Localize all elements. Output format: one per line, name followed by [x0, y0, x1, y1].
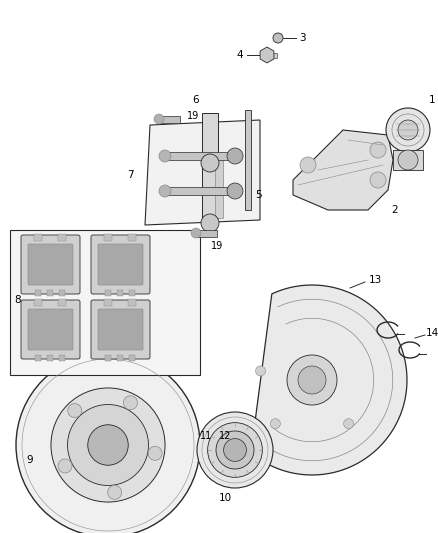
- Circle shape: [287, 355, 337, 405]
- Circle shape: [197, 412, 273, 488]
- Circle shape: [68, 403, 82, 417]
- Circle shape: [273, 33, 283, 43]
- Bar: [202, 153, 218, 218]
- Bar: [128, 234, 136, 241]
- Bar: [58, 299, 66, 306]
- Text: 19: 19: [187, 111, 199, 121]
- Circle shape: [16, 353, 200, 533]
- Text: 11: 11: [200, 431, 212, 441]
- Circle shape: [191, 228, 201, 238]
- Bar: [158, 116, 180, 123]
- Polygon shape: [260, 47, 274, 63]
- Circle shape: [159, 150, 171, 162]
- Circle shape: [216, 431, 254, 469]
- Circle shape: [201, 214, 219, 232]
- Circle shape: [344, 418, 353, 429]
- Bar: [267, 53, 277, 58]
- Text: 7: 7: [127, 170, 133, 180]
- Bar: [195, 230, 217, 237]
- Bar: [165, 152, 235, 160]
- Text: 10: 10: [219, 493, 232, 503]
- Bar: [117, 355, 123, 361]
- FancyBboxPatch shape: [98, 244, 143, 285]
- Bar: [128, 299, 136, 306]
- Text: 19: 19: [211, 241, 223, 251]
- Circle shape: [88, 425, 128, 465]
- Circle shape: [148, 446, 162, 461]
- Bar: [59, 290, 65, 296]
- FancyBboxPatch shape: [21, 300, 80, 359]
- Text: 5: 5: [254, 190, 261, 200]
- Bar: [117, 290, 123, 296]
- Bar: [104, 234, 112, 241]
- Bar: [47, 290, 53, 296]
- Text: 8: 8: [15, 295, 21, 305]
- Circle shape: [300, 157, 316, 173]
- Circle shape: [227, 148, 243, 164]
- Circle shape: [227, 183, 243, 199]
- Circle shape: [51, 388, 165, 502]
- Text: 12: 12: [219, 431, 231, 441]
- Bar: [165, 187, 235, 195]
- Circle shape: [124, 396, 138, 410]
- FancyBboxPatch shape: [21, 235, 80, 294]
- Text: 4: 4: [237, 50, 244, 60]
- Bar: [35, 290, 41, 296]
- Polygon shape: [251, 285, 407, 475]
- Bar: [202, 113, 218, 158]
- FancyBboxPatch shape: [28, 244, 73, 285]
- Text: 1: 1: [429, 95, 435, 105]
- Bar: [34, 234, 42, 241]
- FancyBboxPatch shape: [91, 235, 150, 294]
- FancyBboxPatch shape: [98, 309, 143, 350]
- Bar: [129, 355, 135, 361]
- Bar: [34, 299, 42, 306]
- Bar: [10, 230, 200, 375]
- Text: 14: 14: [425, 328, 438, 338]
- Bar: [105, 355, 111, 361]
- Bar: [104, 299, 112, 306]
- Circle shape: [270, 418, 280, 429]
- Bar: [47, 355, 53, 361]
- Circle shape: [298, 366, 326, 394]
- Polygon shape: [145, 120, 260, 225]
- Text: 3: 3: [299, 33, 305, 43]
- Text: 9: 9: [27, 455, 33, 465]
- Bar: [59, 355, 65, 361]
- Circle shape: [255, 366, 265, 376]
- Circle shape: [208, 423, 262, 478]
- FancyBboxPatch shape: [91, 300, 150, 359]
- Polygon shape: [293, 130, 393, 210]
- Circle shape: [398, 120, 418, 140]
- Circle shape: [386, 108, 430, 152]
- Circle shape: [154, 114, 164, 124]
- Bar: [105, 290, 111, 296]
- Circle shape: [67, 405, 148, 486]
- Circle shape: [58, 459, 72, 473]
- Circle shape: [370, 142, 386, 158]
- Circle shape: [398, 150, 418, 170]
- Circle shape: [159, 185, 171, 197]
- Circle shape: [108, 486, 122, 499]
- Bar: [58, 234, 66, 241]
- Text: 6: 6: [193, 95, 199, 105]
- Circle shape: [370, 172, 386, 188]
- FancyBboxPatch shape: [28, 309, 73, 350]
- Bar: [129, 290, 135, 296]
- Bar: [245, 110, 251, 210]
- Bar: [215, 158, 223, 218]
- Circle shape: [201, 154, 219, 172]
- Text: 13: 13: [368, 275, 381, 285]
- Bar: [393, 150, 423, 170]
- Bar: [35, 355, 41, 361]
- Circle shape: [224, 439, 247, 462]
- Text: 2: 2: [392, 205, 398, 215]
